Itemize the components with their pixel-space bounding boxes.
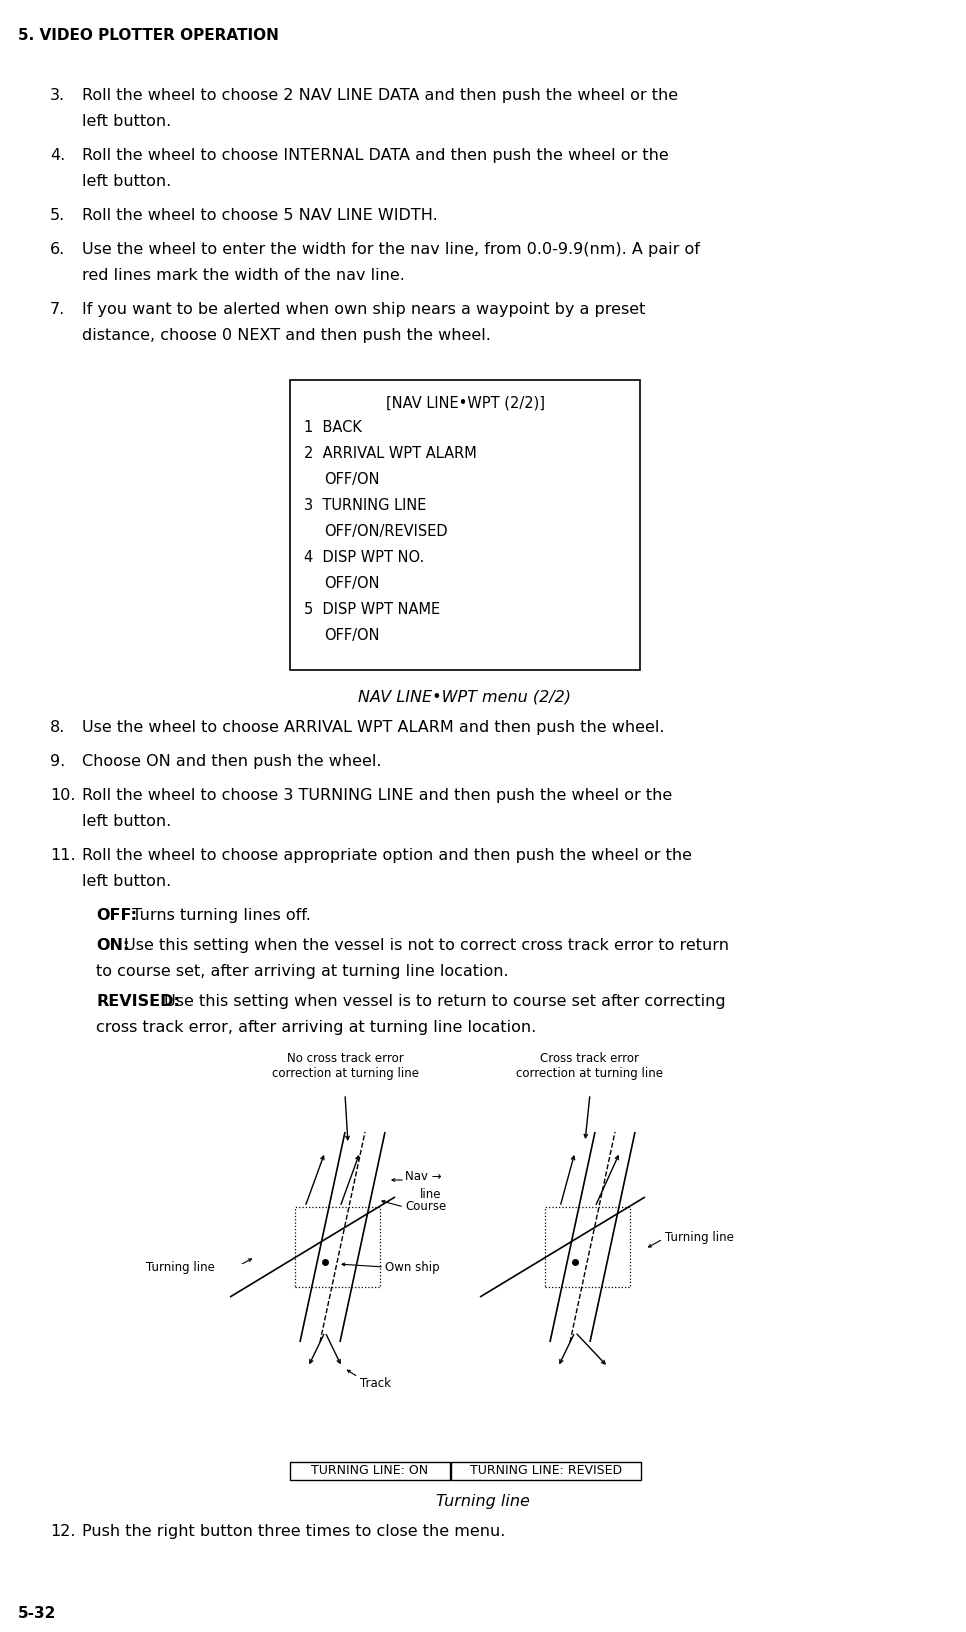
Text: Turns turning lines off.: Turns turning lines off. xyxy=(128,907,311,924)
Text: 4  DISP WPT NO.: 4 DISP WPT NO. xyxy=(304,550,424,565)
Text: Own ship: Own ship xyxy=(385,1260,440,1273)
Text: 12.: 12. xyxy=(50,1524,75,1539)
Text: Use the wheel to enter the width for the nav line, from 0.0-9.9(nm). A pair of: Use the wheel to enter the width for the… xyxy=(82,242,700,256)
Text: 10.: 10. xyxy=(50,788,75,803)
Text: Roll the wheel to choose 5 NAV LINE WIDTH.: Roll the wheel to choose 5 NAV LINE WIDT… xyxy=(82,207,438,224)
Text: 4.: 4. xyxy=(50,149,66,163)
Text: Roll the wheel to choose appropriate option and then push the wheel or the: Roll the wheel to choose appropriate opt… xyxy=(82,849,692,863)
Text: 2  ARRIVAL WPT ALARM: 2 ARRIVAL WPT ALARM xyxy=(304,446,477,460)
Text: distance, choose 0 NEXT and then push the wheel.: distance, choose 0 NEXT and then push th… xyxy=(82,328,491,343)
Text: 1  BACK: 1 BACK xyxy=(304,419,362,436)
Text: Turning line: Turning line xyxy=(146,1260,215,1273)
Text: OFF/ON: OFF/ON xyxy=(324,472,380,486)
Text: Turning line: Turning line xyxy=(436,1493,530,1510)
Text: TURNING LINE: ON: TURNING LINE: ON xyxy=(311,1464,429,1477)
Text: NAV LINE•WPT menu (2/2): NAV LINE•WPT menu (2/2) xyxy=(358,690,572,705)
Text: 3.: 3. xyxy=(50,88,65,103)
Text: Use the wheel to choose ARRIVAL WPT ALARM and then push the wheel.: Use the wheel to choose ARRIVAL WPT ALAR… xyxy=(82,720,665,734)
Bar xyxy=(451,1462,641,1480)
Bar xyxy=(290,380,640,671)
Text: 7.: 7. xyxy=(50,302,66,317)
Text: 11.: 11. xyxy=(50,849,75,863)
Text: [NAV LINE•WPT (2/2)]: [NAV LINE•WPT (2/2)] xyxy=(385,395,545,410)
Text: 6.: 6. xyxy=(50,242,66,256)
Text: Roll the wheel to choose INTERNAL DATA and then push the wheel or the: Roll the wheel to choose INTERNAL DATA a… xyxy=(82,149,668,163)
Text: REVISED:: REVISED: xyxy=(96,994,180,1009)
Text: OFF/ON/REVISED: OFF/ON/REVISED xyxy=(324,524,447,539)
Text: OFF/ON: OFF/ON xyxy=(324,576,380,591)
Text: If you want to be alerted when own ship nears a waypoint by a preset: If you want to be alerted when own ship … xyxy=(82,302,645,317)
Text: Roll the wheel to choose 2 NAV LINE DATA and then push the wheel or the: Roll the wheel to choose 2 NAV LINE DATA… xyxy=(82,88,678,103)
Text: 3  TURNING LINE: 3 TURNING LINE xyxy=(304,498,426,512)
Text: left button.: left button. xyxy=(82,875,171,889)
Text: left button.: left button. xyxy=(82,175,171,189)
Text: ON:: ON: xyxy=(96,938,129,953)
Text: OFF/ON: OFF/ON xyxy=(324,628,380,643)
Text: 9.: 9. xyxy=(50,754,66,769)
Text: Turning line: Turning line xyxy=(665,1231,734,1244)
Text: cross track error, after arriving at turning line location.: cross track error, after arriving at tur… xyxy=(96,1020,536,1035)
Text: 5-32: 5-32 xyxy=(18,1606,56,1621)
Text: OFF:: OFF: xyxy=(96,907,137,924)
Text: Track: Track xyxy=(360,1377,391,1390)
Text: 5  DISP WPT NAME: 5 DISP WPT NAME xyxy=(304,602,440,617)
Text: Push the right button three times to close the menu.: Push the right button three times to clo… xyxy=(82,1524,505,1539)
Text: Cross track error
correction at turning line: Cross track error correction at turning … xyxy=(517,1053,664,1080)
Text: 5.: 5. xyxy=(50,207,66,224)
Text: Choose ON and then push the wheel.: Choose ON and then push the wheel. xyxy=(82,754,382,769)
Text: Use this setting when the vessel is not to correct cross track error to return: Use this setting when the vessel is not … xyxy=(120,938,729,953)
Text: Nav →: Nav → xyxy=(405,1170,441,1183)
Text: Course: Course xyxy=(405,1201,446,1214)
Text: red lines mark the width of the nav line.: red lines mark the width of the nav line… xyxy=(82,268,405,282)
Text: 8.: 8. xyxy=(50,720,66,734)
Text: line: line xyxy=(420,1188,441,1201)
Text: Use this setting when vessel is to return to course set after correcting: Use this setting when vessel is to retur… xyxy=(158,994,725,1009)
Bar xyxy=(290,1462,450,1480)
Text: to course set, after arriving at turning line location.: to course set, after arriving at turning… xyxy=(96,965,509,979)
Text: TURNING LINE: REVISED: TURNING LINE: REVISED xyxy=(469,1464,622,1477)
Text: 5. VIDEO PLOTTER OPERATION: 5. VIDEO PLOTTER OPERATION xyxy=(18,28,279,42)
Text: No cross track error
correction at turning line: No cross track error correction at turni… xyxy=(271,1053,418,1080)
Text: left button.: left button. xyxy=(82,114,171,129)
Text: Roll the wheel to choose 3 TURNING LINE and then push the wheel or the: Roll the wheel to choose 3 TURNING LINE … xyxy=(82,788,672,803)
Text: left button.: left button. xyxy=(82,814,171,829)
